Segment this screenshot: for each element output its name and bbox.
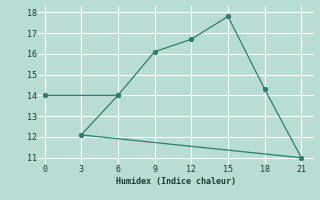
X-axis label: Humidex (Indice chaleur): Humidex (Indice chaleur) [116,177,236,186]
